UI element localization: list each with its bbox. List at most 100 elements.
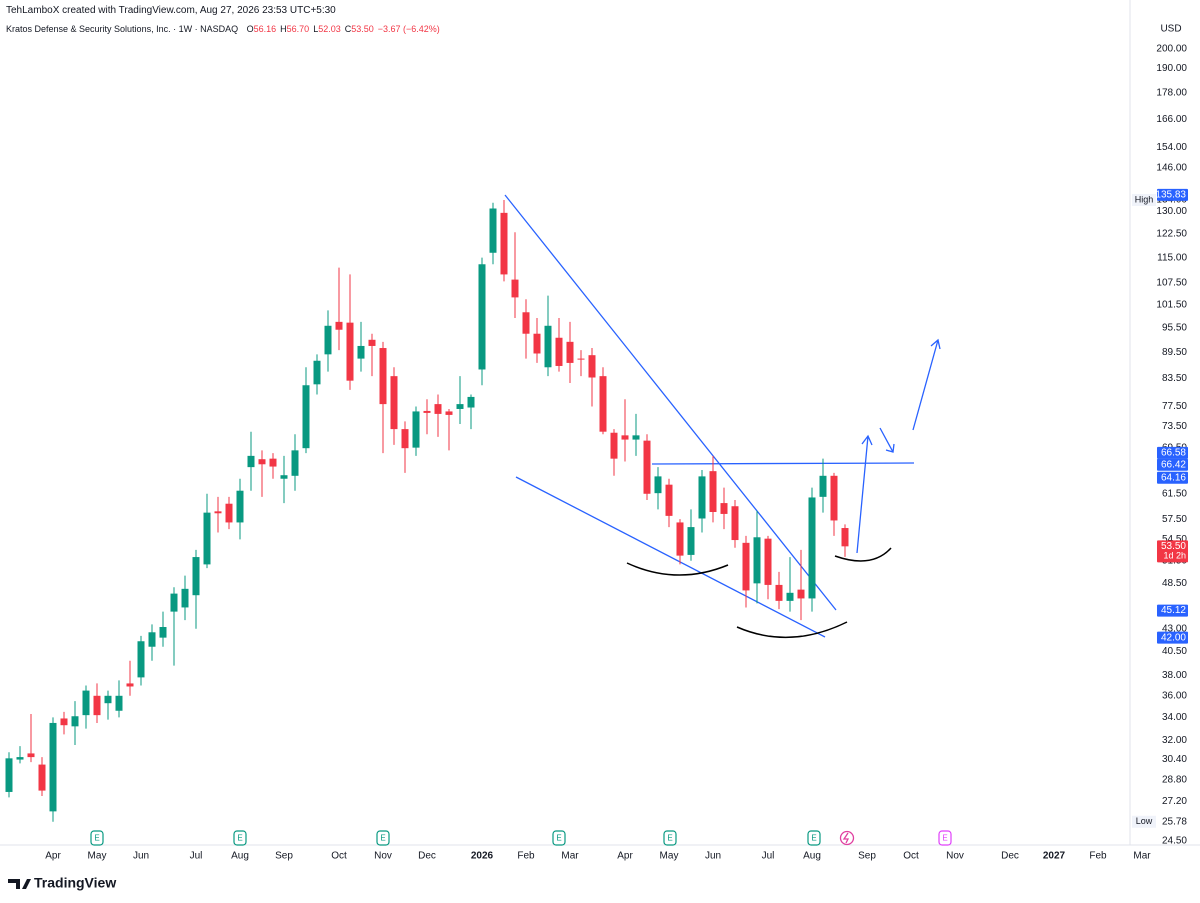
- candle-body: [478, 264, 486, 370]
- y-tick-label: 115.00: [1157, 252, 1187, 263]
- candle-body: [489, 208, 497, 253]
- arc: [736, 621, 848, 639]
- ohlc-key: H: [280, 24, 287, 34]
- arrow: [856, 434, 873, 554]
- x-tick-label: Mar: [1133, 851, 1151, 862]
- candle-body: [60, 718, 68, 726]
- x-tick-label: Dec: [418, 851, 436, 862]
- y-tick-label: 38.00: [1162, 670, 1187, 681]
- y-tick-label: 32.00: [1162, 735, 1187, 746]
- candle-body: [830, 475, 838, 521]
- candle-body: [676, 522, 684, 556]
- candle-body: [159, 627, 167, 638]
- arrow: [879, 427, 895, 453]
- credit: TehLamboX created with TradingView.com, …: [6, 5, 336, 16]
- drawings: [504, 194, 941, 638]
- y-tick-label: 73.50: [1162, 421, 1187, 432]
- candle-body: [775, 584, 783, 601]
- candle-body: [841, 528, 849, 547]
- x-tick-label: Mar: [561, 851, 579, 862]
- price-tag-label: 66.42: [1161, 459, 1186, 470]
- candle-body: [390, 376, 398, 430]
- y-tick-label: 166.00: [1156, 114, 1187, 125]
- candle-body: [335, 321, 343, 330]
- x-tick-label: Dec: [1001, 851, 1019, 862]
- y-tick-label: 34.00: [1162, 712, 1187, 723]
- horizontal-line: [651, 462, 915, 465]
- event-label: E: [556, 834, 561, 843]
- candle-body: [71, 716, 79, 727]
- candle-body: [500, 212, 508, 275]
- event-label: E: [667, 834, 672, 843]
- candle-body: [324, 325, 332, 355]
- y-tick-label: 77.50: [1162, 401, 1187, 412]
- candle-body: [819, 475, 827, 497]
- y-tick-label: 178.00: [1156, 87, 1187, 98]
- candle-body: [93, 695, 101, 716]
- y-tick-label: 101.50: [1156, 299, 1187, 310]
- candle-body: [357, 345, 365, 359]
- candle-body: [654, 476, 662, 494]
- candle-body: [643, 440, 651, 494]
- candle-body: [291, 450, 299, 476]
- y-tick-label: 48.50: [1162, 578, 1187, 589]
- candle-body: [423, 410, 431, 413]
- candle-body: [632, 435, 640, 440]
- x-tick-label: Jul: [190, 851, 203, 862]
- ohlc-value: 56.16: [253, 24, 277, 34]
- candle-body: [522, 312, 530, 334]
- candle-body: [302, 385, 310, 449]
- x-tick-label: Aug: [231, 851, 249, 862]
- ohlc-key: O: [246, 24, 254, 34]
- candle-body: [698, 476, 706, 519]
- candle-body: [709, 471, 717, 512]
- candle-body: [720, 503, 728, 514]
- extreme-bg: [1132, 193, 1156, 206]
- x-tick-label: Nov: [946, 851, 964, 862]
- ohlc-key: L: [313, 24, 319, 34]
- dividend-icon: [839, 830, 855, 846]
- event-marker: [90, 830, 104, 846]
- x-tick-label: Aug: [803, 851, 821, 862]
- y-tick-label: 130.00: [1156, 206, 1187, 217]
- candle-body: [247, 455, 255, 468]
- price-tag-label: 45.12: [1161, 605, 1186, 616]
- candle-body: [731, 506, 739, 541]
- event-marker: [938, 830, 952, 846]
- candle-body: [49, 722, 57, 812]
- y-tick-label: 107.50: [1156, 278, 1187, 289]
- candle-body: [621, 435, 629, 440]
- event-marker: [376, 830, 390, 846]
- event-marker: [552, 830, 566, 846]
- x-tick-label: May: [88, 851, 107, 862]
- price-tag-label: 64.16: [1161, 472, 1186, 483]
- extreme-bg: [1132, 815, 1156, 828]
- event-label: E: [380, 834, 385, 843]
- arrow: [912, 338, 941, 431]
- candle-body: [214, 511, 222, 514]
- y-tick-label: 200.00: [1156, 44, 1187, 55]
- candle-body: [203, 512, 211, 565]
- event-label: E: [942, 834, 947, 843]
- candle-body: [434, 404, 442, 414]
- candle-body: [115, 695, 123, 711]
- candle-body: [280, 475, 288, 479]
- y-tick-label: 89.50: [1162, 347, 1187, 358]
- price-tag: [1157, 446, 1188, 459]
- candle-body: [16, 757, 24, 760]
- price-tag-label: 53.50: [1161, 541, 1186, 552]
- trend-line: [515, 476, 826, 638]
- candle-body: [687, 527, 695, 555]
- candle-body: [753, 537, 761, 584]
- event-label: E: [237, 834, 242, 843]
- candle-body: [566, 341, 574, 363]
- change: −3.67 (−6.42%): [377, 24, 440, 34]
- candle-body: [346, 322, 354, 381]
- x-tick-label: Jun: [133, 851, 149, 862]
- y-tick-label: 95.50: [1162, 322, 1187, 333]
- candle-body: [170, 593, 178, 612]
- x-tick-label: 2027: [1043, 851, 1066, 862]
- y-tick-label: 36.00: [1162, 690, 1187, 701]
- price-tag: [1157, 631, 1188, 644]
